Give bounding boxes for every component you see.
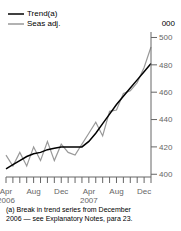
html-text:Trend(a): Trend(a): [27, 9, 58, 18]
svg-text:400: 400: [159, 170, 173, 179]
svg-text:440: 440: [159, 115, 173, 124]
svg-text:420: 420: [159, 143, 173, 152]
html-text:000: 000: [161, 19, 175, 28]
svg-text:Dec: Dec: [54, 187, 68, 196]
svg-text:480: 480: [159, 61, 173, 70]
html-text:Seas adj.: Seas adj.: [27, 19, 61, 28]
svg-text:Apr2006: Apr2006: [8, 187, 15, 203]
svg-text:500: 500: [159, 33, 173, 42]
svg-text:Aug: Aug: [109, 187, 123, 196]
svg-text:Aug: Aug: [27, 187, 41, 196]
svg-text:Dec: Dec: [137, 187, 151, 196]
svg-text:460: 460: [159, 88, 173, 97]
html-text:2006 — see Explanatory Notes,: 2006 — see Explanatory Notes, para 23.: [6, 215, 133, 222]
html-text:(a) Break in trend series from: (a) Break in trend series from December: [6, 206, 131, 213]
svg-text:Apr2007: Apr2007: [80, 187, 98, 203]
